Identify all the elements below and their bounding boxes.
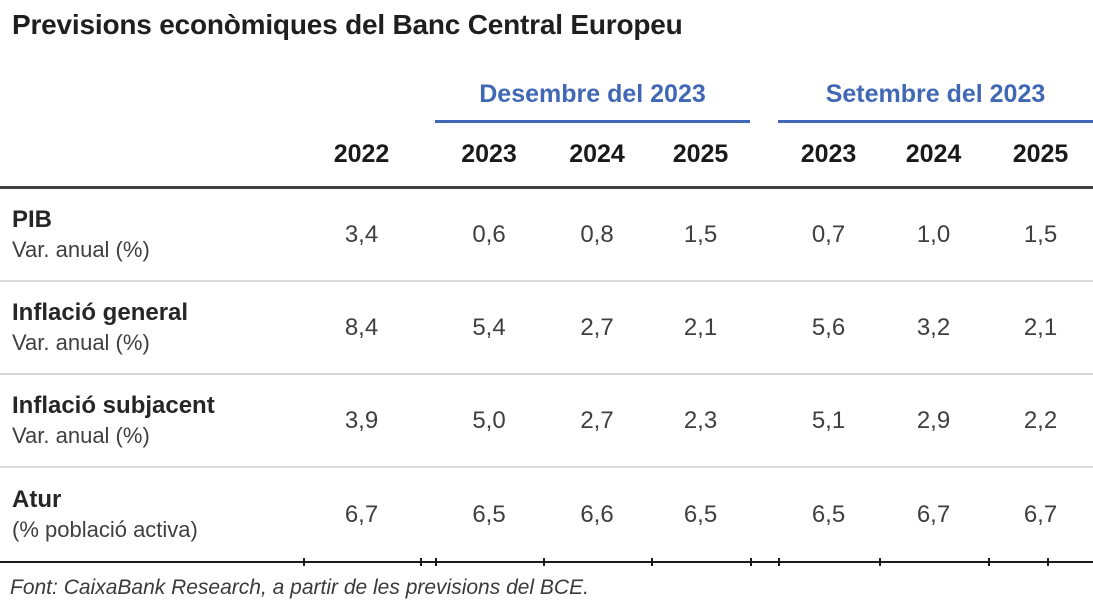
row-label: Atur xyxy=(12,485,62,513)
column-group-desembre-label: Desembre del 2023 xyxy=(479,80,706,108)
column-group-desembre-2023: Desembre del 2023 xyxy=(435,44,750,123)
row-sublabel: Var. anual (%) xyxy=(12,237,150,263)
source-note: Font: CaixaBank Research, a partir de le… xyxy=(10,576,589,599)
cell-value: 5,0 xyxy=(472,406,506,434)
cell-value: 1,0 xyxy=(916,220,951,248)
table-bottom-border xyxy=(0,558,1093,566)
column-tick xyxy=(1047,558,1049,566)
column-tick xyxy=(303,558,305,566)
cell-value: 0,7 xyxy=(811,220,846,248)
cell-value: 2,7 xyxy=(580,406,614,434)
cell-value: 3,2 xyxy=(916,313,951,341)
row-header-inflacio-subjacent: Inflació subjacent Var. anual (%) xyxy=(0,375,303,466)
table-row-inflacio-general: Inflació general Var. anual (%) 8,4 5,4 … xyxy=(0,282,1093,375)
cell-value: 2,3 xyxy=(683,406,718,434)
cell-value: 6,5 xyxy=(811,500,846,528)
year-header-dec-2025: 2025 xyxy=(672,140,729,168)
row-header-inflacio-general: Inflació general Var. anual (%) xyxy=(0,282,303,373)
column-tick xyxy=(988,558,990,566)
row-label: Inflació subjacent xyxy=(12,391,215,419)
cell-value: 0,6 xyxy=(472,220,506,248)
cell-value: 3,4 xyxy=(344,220,379,248)
cell-value: 5,4 xyxy=(472,313,506,341)
table-row-inflacio-subjacent: Inflació subjacent Var. anual (%) 3,9 5,… xyxy=(0,375,1093,468)
cell-value: 6,7 xyxy=(1023,500,1058,528)
row-header-pib: PIB Var. anual (%) xyxy=(0,189,303,280)
cell-value: 3,9 xyxy=(344,406,379,434)
cell-value: 6,7 xyxy=(344,500,379,528)
cell-value: 6,6 xyxy=(580,500,614,528)
column-tick xyxy=(435,558,437,566)
row-header-atur: Atur (% població activa) xyxy=(0,468,303,561)
column-group-setembre-label: Setembre del 2023 xyxy=(825,80,1046,108)
cell-value: 2,1 xyxy=(1023,313,1058,341)
year-header-dec-2023: 2023 xyxy=(461,140,517,168)
year-header-dec-2024: 2024 xyxy=(569,140,625,168)
row-label: PIB xyxy=(12,205,53,233)
year-header-sep-2024: 2024 xyxy=(905,140,962,168)
column-tick xyxy=(879,558,881,566)
cell-value: 8,4 xyxy=(344,313,379,341)
column-tick xyxy=(420,558,422,566)
figure-title: Previsions econòmiques del Banc Central … xyxy=(12,9,683,40)
cell-value: 2,1 xyxy=(683,313,718,341)
cell-value: 5,1 xyxy=(811,406,846,434)
column-tick xyxy=(778,558,780,566)
year-header-sep-2025: 2025 xyxy=(1012,140,1069,168)
cell-value: 2,2 xyxy=(1023,406,1058,434)
cell-value: 1,5 xyxy=(683,220,718,248)
cell-value: 5,6 xyxy=(811,313,846,341)
cell-value: 6,7 xyxy=(916,500,951,528)
column-group-setembre-2023: Setembre del 2023 xyxy=(778,44,1093,123)
cell-value: 6,5 xyxy=(683,500,718,528)
cell-value: 1,5 xyxy=(1023,220,1058,248)
table-row-pib: PIB Var. anual (%) 3,4 0,6 0,8 1,5 0,7 1… xyxy=(0,189,1093,282)
row-sublabel: Var. anual (%) xyxy=(12,423,150,449)
cell-value: 6,5 xyxy=(472,500,506,528)
column-tick xyxy=(651,558,653,566)
year-header-sep-2023: 2023 xyxy=(800,140,857,168)
cell-value: 0,8 xyxy=(580,220,614,248)
cell-value: 2,9 xyxy=(916,406,951,434)
title-row: Previsions econòmiques del Banc Central … xyxy=(0,0,1093,44)
column-group-header-row: Desembre del 2023 Setembre del 2023 xyxy=(0,44,1093,123)
row-sublabel: (% població activa) xyxy=(12,517,198,543)
row-sublabel: Var. anual (%) xyxy=(12,330,150,356)
row-label: Inflació general xyxy=(12,298,189,326)
year-header-2022: 2022 xyxy=(333,140,390,168)
column-tick xyxy=(750,558,752,566)
table-row-atur: Atur (% població activa) 6,7 6,5 6,6 6,5… xyxy=(0,468,1093,561)
year-header-row: 2022 2023 2024 2025 2023 2024 2025 xyxy=(0,123,1093,189)
cell-value: 2,7 xyxy=(580,313,614,341)
column-tick xyxy=(543,558,545,566)
